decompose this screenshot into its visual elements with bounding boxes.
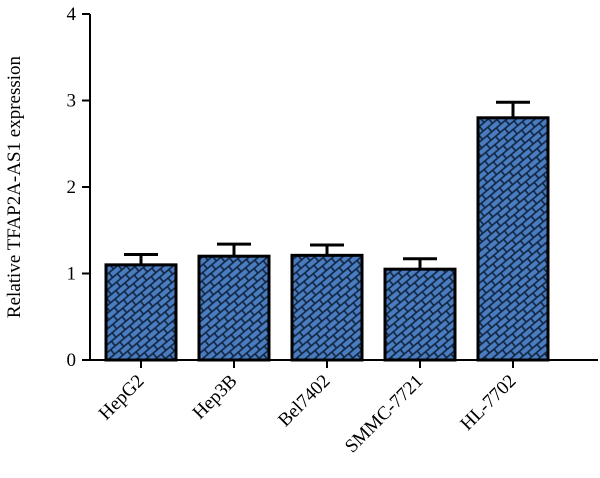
y-axis-title: Relative TFAP2A-AS1 expression — [4, 55, 25, 318]
bar-smmc-7721 — [383, 267, 457, 362]
y-tick-label: 3 — [67, 91, 77, 112]
y-tick-label: 2 — [67, 177, 77, 198]
y-tick-label: 1 — [67, 264, 77, 285]
bar-hepg2 — [104, 263, 178, 362]
bar-bel7402 — [290, 253, 364, 362]
x-tick-label: HepG2 — [95, 371, 149, 425]
x-tick-label: HL-7702 — [456, 371, 520, 435]
y-tick-label: 4 — [67, 4, 77, 25]
bar-hl-7702 — [476, 116, 550, 362]
error-bars-group — [124, 100, 530, 270]
x-tick-label: Bel7402 — [274, 371, 334, 431]
x-tick-label: SMMC-7721 — [341, 371, 428, 458]
bar-hep3b — [197, 254, 271, 362]
bars-group — [104, 116, 550, 362]
x-tick-label: Hep3B — [189, 371, 242, 424]
y-tick-label: 0 — [67, 350, 77, 371]
